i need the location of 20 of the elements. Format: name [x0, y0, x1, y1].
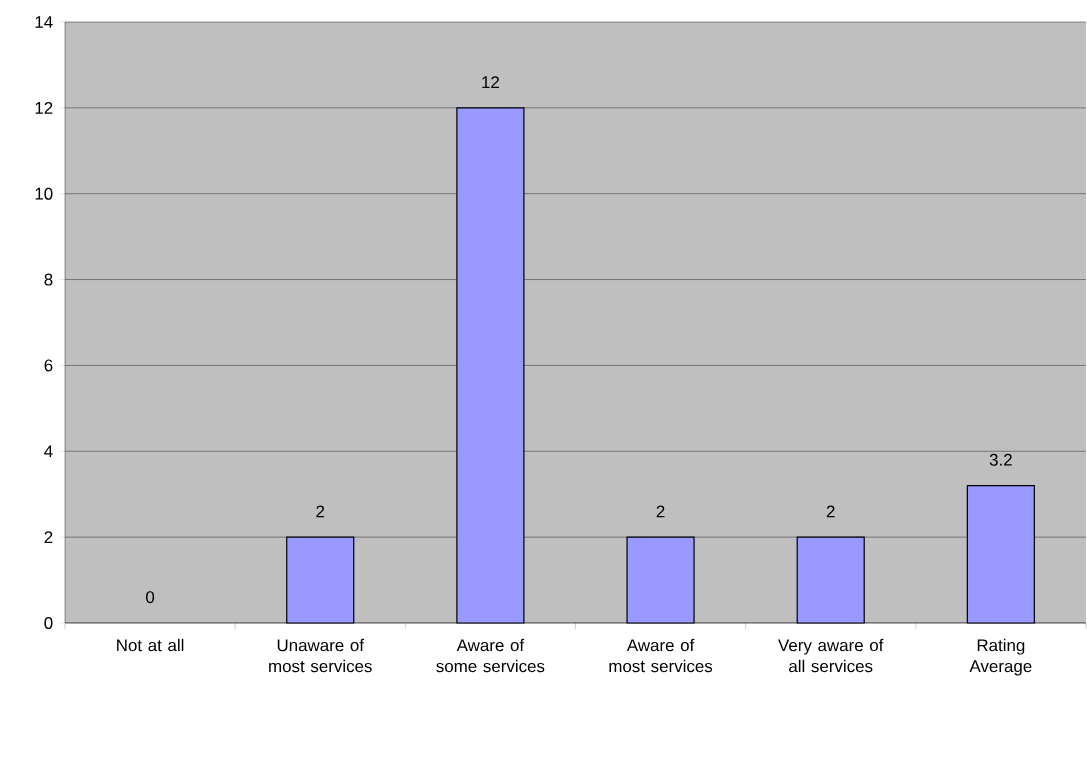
y-tick-label: 6 [44, 359, 53, 372]
y-tick-label: 8 [44, 273, 53, 286]
y-tick-label: 4 [44, 445, 53, 458]
y-tick-label: 12 [35, 101, 53, 114]
data-label: 2 [656, 505, 665, 518]
data-label: 2 [826, 505, 835, 518]
y-tick-label: 2 [44, 531, 53, 544]
y-tick-label: 10 [35, 187, 53, 200]
x-tick-label: Aware of most services [609, 638, 713, 673]
x-tick-label: Rating Average [969, 638, 1032, 676]
y-tick-label: 0 [44, 616, 53, 629]
x-tick-label: Unaware of most services [269, 638, 372, 673]
x-tick-label: Aware of some services [436, 638, 545, 673]
data-label: 3.2 [989, 453, 1012, 466]
data-label: 12 [482, 76, 499, 88]
x-tick-label: Not at all [117, 638, 184, 652]
data-label: 0 [146, 591, 155, 604]
x-tick-label: Very aware of all services [778, 638, 884, 673]
y-tick-label: 14 [35, 16, 53, 28]
data-label: 2 [316, 505, 325, 518]
